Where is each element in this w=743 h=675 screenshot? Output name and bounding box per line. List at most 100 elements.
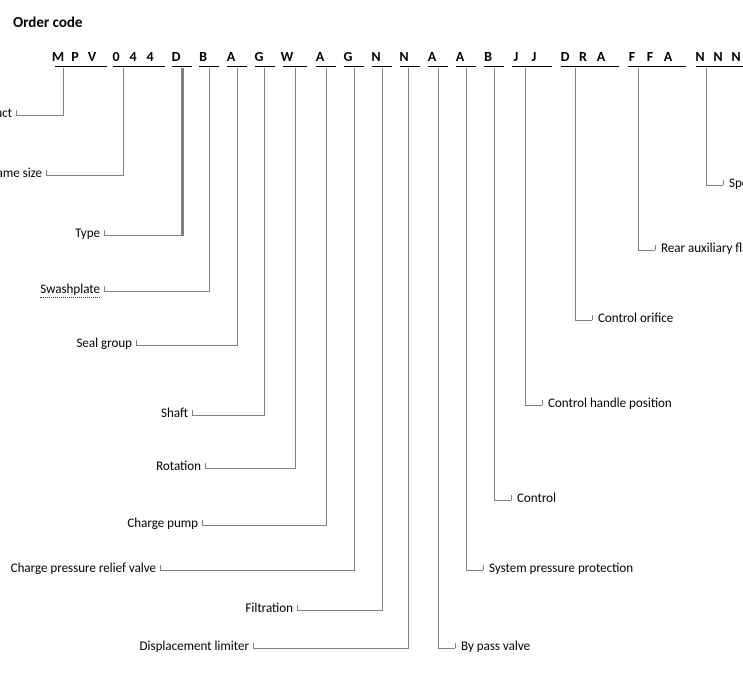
underline-ctrl-orifice [561, 66, 619, 67]
underline-control [484, 66, 504, 67]
code-char-ctrl-orifice-2: A [591, 48, 611, 65]
branch-vert-seal-group [237, 68, 238, 345]
underline-special-hw [696, 66, 743, 67]
branch-vert-spp [466, 68, 467, 570]
label-disp-limiter: Displacement limiter [140, 639, 249, 654]
branch-tick-ctrl-handle-pos [542, 400, 543, 405]
branch-vert-type [181, 68, 184, 235]
branch-vert-special-hw [706, 68, 707, 185]
underline-disp-limiter [400, 66, 420, 67]
branch-horiz-frame-size [46, 175, 124, 176]
branch-tick-seal-group [136, 340, 137, 345]
branch-tick-swashplate [104, 286, 105, 291]
underline-cprv [344, 66, 364, 67]
branch-horiz-swashplate [104, 291, 210, 292]
code-char-swashplate-0: B [193, 48, 213, 65]
code-char-control-0: B [478, 48, 498, 65]
branch-tick-bypass-valve [455, 643, 456, 648]
branch-tick-spp [483, 565, 484, 570]
label-rear-aux-flange: Rear auxiliary flange [661, 241, 743, 256]
label-control: Control [517, 491, 556, 506]
branch-horiz-control [494, 500, 511, 501]
underline-filtration [372, 66, 392, 67]
label-seal-group: Seal group [76, 336, 132, 351]
branch-tick-product [16, 110, 17, 115]
branch-vert-rotation [295, 68, 296, 468]
branch-horiz-spp [466, 570, 483, 571]
branch-tick-control [511, 495, 512, 500]
branch-vert-frame-size [123, 68, 124, 175]
branch-vert-disp-limiter [408, 68, 409, 648]
branch-vert-control [494, 68, 495, 500]
branch-tick-ctrl-orifice [592, 315, 593, 320]
branch-vert-charge-pump [326, 68, 327, 525]
label-swashplate: Swashplate [40, 282, 100, 297]
underline-frame-size [113, 66, 165, 67]
label-frame-size: Frame size [0, 166, 42, 181]
code-char-ctrl-orifice-0: D [555, 48, 575, 65]
underline-rear-aux-flange [628, 66, 686, 67]
code-char-type-0: D [166, 48, 186, 65]
branch-tick-rotation [205, 463, 206, 468]
branch-horiz-special-hw [706, 185, 723, 186]
branch-vert-swashplate [209, 68, 210, 291]
code-char-special-hw-0: N [690, 48, 710, 65]
branch-horiz-rear-aux-flange [638, 250, 655, 251]
label-product: Product [0, 106, 12, 121]
branch-tick-charge-pump [202, 520, 203, 525]
label-ctrl-handle-pos: Control handle position [548, 396, 672, 411]
diagram-title: Order code [13, 14, 83, 32]
branch-horiz-charge-pump [202, 525, 327, 526]
branch-tick-special-hw [723, 180, 724, 185]
code-char-filtration-0: N [366, 48, 386, 65]
branch-tick-type [104, 230, 105, 235]
branch-horiz-filtration [297, 610, 383, 611]
branch-vert-bypass-valve [438, 68, 439, 648]
underline-product [55, 66, 107, 67]
branch-vert-product [63, 68, 64, 115]
code-char-rear-aux-flange-0: F [622, 48, 642, 65]
label-special-hw: Special hardware [729, 176, 743, 191]
branch-horiz-disp-limiter [253, 648, 409, 649]
code-char-ctrl-handle-pos-1: J [524, 48, 544, 65]
branch-horiz-bypass-valve [438, 648, 455, 649]
code-char-ctrl-orifice-1: R [573, 48, 593, 65]
code-char-rotation-0: W [277, 48, 297, 65]
label-type: Type [75, 226, 100, 241]
branch-vert-rear-aux-flange [638, 68, 639, 250]
label-cprv: Charge pressure relief valve [11, 561, 156, 576]
code-char-special-hw-2: N [726, 48, 743, 65]
branch-vert-ctrl-orifice [575, 68, 576, 320]
underline-swashplate [199, 66, 219, 67]
label-shaft: Shaft [161, 406, 188, 421]
label-spp: System pressure protection [489, 561, 633, 576]
underline-charge-pump [316, 66, 336, 67]
branch-horiz-seal-group [136, 345, 238, 346]
branch-horiz-ctrl-handle-pos [525, 405, 542, 406]
code-char-shaft-0: G [249, 48, 269, 65]
branch-horiz-cprv [160, 570, 355, 571]
label-ctrl-orifice: Control orifice [598, 311, 673, 326]
branch-tick-cprv [160, 565, 161, 570]
underline-ctrl-handle-pos [512, 66, 552, 67]
code-char-disp-limiter-0: N [394, 48, 414, 65]
underline-rotation [283, 66, 307, 67]
branch-tick-shaft [192, 410, 193, 415]
underline-spp [456, 66, 476, 67]
underline-bypass-valve [428, 66, 448, 67]
branch-vert-shaft [264, 68, 265, 415]
label-bypass-valve: By pass valve [461, 639, 530, 654]
code-char-rear-aux-flange-2: A [658, 48, 678, 65]
code-char-charge-pump-0: A [310, 48, 330, 65]
branch-tick-frame-size [46, 170, 47, 175]
code-char-spp-0: A [450, 48, 470, 65]
code-char-product-2: V [82, 48, 102, 65]
branch-vert-cprv [354, 68, 355, 570]
diagram-container: { "title": { "text": "Order code", "x": … [0, 0, 743, 675]
branch-horiz-product [16, 115, 64, 116]
branch-horiz-type [104, 235, 184, 236]
branch-vert-ctrl-handle-pos [525, 68, 526, 405]
branch-horiz-rotation [205, 468, 296, 469]
underline-seal-group [227, 66, 247, 67]
code-char-seal-group-0: A [221, 48, 241, 65]
